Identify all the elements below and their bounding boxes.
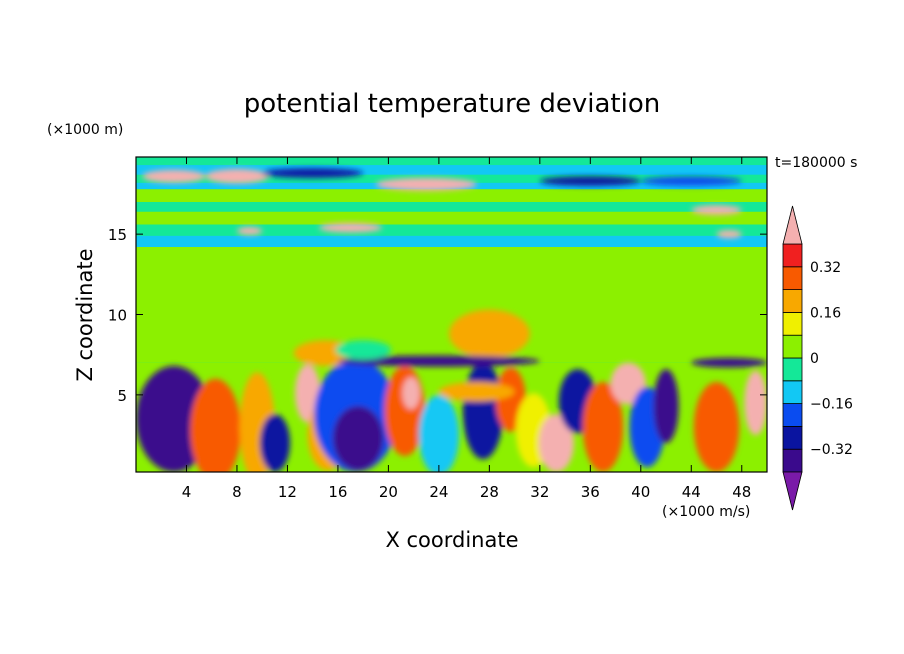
x-tick-label-36: 36	[581, 483, 600, 501]
y-tick-label-15: 15	[108, 226, 127, 244]
contour-feature-25	[337, 355, 540, 367]
contour-feature-8	[384, 365, 425, 456]
colorbar-segment-7	[782, 289, 803, 313]
contour-feature-7	[332, 406, 384, 471]
contour-feature-34	[716, 230, 742, 239]
colorbar-label-4: −0.32	[810, 442, 853, 458]
contour-band-3	[136, 224, 767, 236]
contour-feature-9	[402, 377, 420, 410]
contour-feature-27	[335, 340, 391, 360]
colorbar-label-3: −0.16	[810, 397, 853, 413]
plot-area	[136, 157, 767, 472]
contour-feature-1	[190, 378, 241, 472]
colorbar-segment-1	[782, 425, 803, 450]
colorbar-segment-3	[782, 380, 803, 404]
y-axis: 5 10 15	[108, 226, 767, 405]
colorbar-segment-2	[782, 403, 803, 427]
x-tick-label-32: 32	[530, 483, 549, 501]
contour-band-4	[136, 211, 767, 225]
contour-feature-33	[691, 205, 742, 215]
colorbar-arrow-bottom	[782, 471, 803, 511]
contour-band-6	[136, 189, 767, 202]
contour-features	[136, 168, 767, 472]
contour-feature-28	[142, 169, 206, 183]
x-tick-label-12: 12	[278, 483, 297, 501]
colorbar-label-0: 0.32	[810, 260, 841, 276]
contour-feature-31	[318, 222, 383, 233]
contour-feature-29	[205, 169, 269, 184]
contour-feature-14	[538, 414, 574, 472]
contour-band-10	[136, 157, 767, 166]
contour-feature-19	[653, 369, 679, 444]
contour-feature-24	[438, 382, 515, 402]
colorbar-label-1: 0.16	[810, 305, 841, 321]
colorbar: 0.32 0.16 0 −0.16 −0.32	[782, 205, 853, 511]
contour-feature-3	[259, 414, 290, 472]
contour-feature-10	[418, 394, 460, 472]
contour-band-8	[136, 174, 767, 183]
y-tick-label-5: 5	[117, 387, 127, 405]
time-label: t=180000 s	[775, 155, 857, 171]
x-tick-label-44: 44	[682, 483, 701, 501]
colorbar-segment-5	[782, 334, 803, 359]
contour-feature-32	[236, 226, 263, 235]
x-tick-label-24: 24	[429, 483, 448, 501]
contour-feature-30	[375, 177, 477, 191]
x-tick-label-20: 20	[379, 483, 398, 501]
x-tick-label-48: 48	[732, 483, 751, 501]
contour-feature-16	[582, 382, 624, 472]
colorbar-segment-0	[782, 448, 803, 473]
x-axis-label: X coordinate	[385, 528, 518, 552]
colorbar-segment-4	[782, 357, 803, 382]
y-unit-label: (×1000 m)	[47, 122, 123, 138]
x-tick-label-28: 28	[480, 483, 499, 501]
colorbar-segment-6	[782, 311, 803, 336]
contour-band-9	[136, 165, 767, 175]
contour-feature-21	[744, 370, 767, 436]
x-tick-label-40: 40	[631, 483, 650, 501]
contour-feature-26	[691, 357, 767, 368]
contour-feature-20	[693, 382, 740, 472]
colorbar-arrow-top	[782, 205, 803, 245]
contour-band-5	[136, 202, 767, 212]
contour-feature-35	[539, 176, 641, 186]
contour-feature-37	[640, 176, 742, 186]
x-tick-label-4: 4	[182, 483, 192, 501]
colorbar-segment-8	[782, 266, 803, 290]
chart-title: potential temperature deviation	[244, 89, 660, 119]
y-axis-label: Z coordinate	[73, 248, 97, 381]
colorbar-segment-9	[782, 243, 803, 268]
contour-band-2	[136, 235, 767, 247]
y-tick-label-10: 10	[108, 307, 127, 325]
x-tick-label-16: 16	[328, 483, 347, 501]
contour-feature-4	[295, 364, 321, 423]
contour-band-1	[136, 247, 767, 363]
contour-feature-22	[448, 309, 530, 358]
contour-feature-36	[262, 168, 364, 178]
x-tick-label-8: 8	[232, 483, 242, 501]
x-unit-label: (×1000 m/s)	[662, 504, 750, 520]
x-axis: 4 8 12 16 20 24 28 32 36 40 44 48	[182, 157, 751, 501]
colorbar-label-2: 0	[810, 351, 819, 367]
